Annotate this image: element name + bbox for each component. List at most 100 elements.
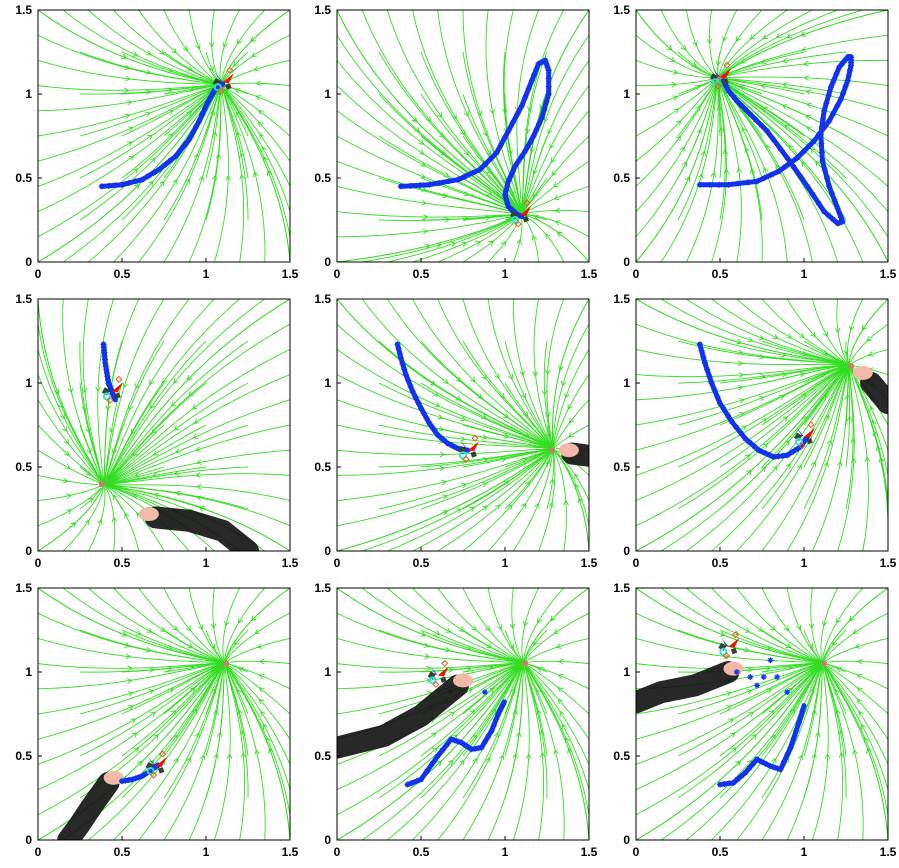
streamline	[546, 382, 553, 447]
streamline	[660, 365, 850, 551]
trajectory-point	[775, 453, 782, 460]
trajectory-point	[793, 446, 800, 453]
robot-link	[806, 437, 813, 445]
streamline-arrow	[553, 749, 559, 755]
axes-frame	[336, 298, 590, 552]
streamline-arrow	[744, 627, 751, 633]
streamline	[718, 79, 742, 262]
streamline	[163, 666, 225, 840]
trajectory-point	[817, 131, 824, 138]
streamline-arrow	[549, 143, 555, 150]
streamline-arrow	[850, 437, 856, 444]
streamline-arrow	[455, 395, 462, 401]
streamline-arrow	[835, 708, 841, 715]
streamline	[79, 487, 102, 510]
streamline-arrow	[706, 38, 713, 45]
streamline-arrow	[81, 387, 88, 394]
streamline	[225, 88, 290, 162]
streamline-arrow	[820, 372, 827, 378]
streamline-arrow	[844, 372, 850, 378]
streamline-arrow	[238, 617, 244, 624]
trajectory-point	[499, 701, 506, 708]
streamline-arrow	[852, 628, 859, 635]
streamline-arrow	[471, 625, 477, 631]
streamline	[38, 662, 223, 669]
trajectory-point	[701, 359, 708, 366]
streamline	[222, 588, 241, 663]
trajectory-point	[821, 107, 828, 114]
streamline-arrow	[780, 352, 787, 358]
streamline-arrow	[170, 709, 177, 716]
streamline	[38, 374, 102, 482]
trajectory-point	[768, 171, 775, 178]
y-tick-label: 1.5	[15, 3, 32, 17]
streamline-arrow	[461, 482, 468, 489]
streamline-arrow	[692, 40, 698, 47]
trajectory-point	[734, 776, 741, 783]
streamline-arrow	[194, 732, 200, 738]
streamline-arrow	[751, 734, 758, 740]
streamline-arrow	[497, 624, 503, 631]
attractor-point	[222, 660, 230, 667]
streamline-arrow	[507, 149, 514, 156]
trajectory-point	[809, 191, 816, 198]
streamline	[827, 665, 888, 715]
streamline-arrow	[452, 734, 459, 740]
streamline-arrow	[148, 689, 155, 695]
orientation-marker	[441, 659, 449, 667]
streamline-arrow	[861, 325, 868, 331]
streamline-arrow	[237, 667, 244, 673]
plot-area	[337, 299, 589, 551]
trajectory-point	[132, 178, 139, 185]
streamline-arrow	[481, 374, 487, 380]
streamline	[462, 10, 521, 213]
streamline	[104, 299, 215, 483]
trajectory-point	[455, 738, 462, 745]
streamline-arrow	[486, 190, 493, 196]
streamline-arrow	[775, 33, 782, 39]
trajectory-point	[103, 366, 110, 373]
streamline	[660, 665, 822, 840]
trajectory-point	[758, 122, 765, 129]
trajectory-point	[465, 744, 472, 751]
robot-arrow-blue	[460, 440, 469, 451]
trajectory-point	[827, 84, 834, 91]
streamline	[717, 51, 721, 76]
streamline-arrow	[226, 753, 233, 759]
streamline-arrow	[810, 460, 817, 467]
streamline-arrow	[426, 665, 432, 672]
streamline	[721, 77, 805, 95]
streamline-arrow	[145, 647, 152, 653]
trajectory-point	[462, 173, 469, 180]
streamline	[520, 110, 589, 215]
streamline-arrow	[418, 149, 425, 155]
streamline-arrow	[443, 171, 450, 177]
trajectory-point	[721, 780, 728, 787]
streamline-arrow	[489, 108, 495, 115]
streamline-arrow	[191, 404, 198, 410]
streamline-arrow	[539, 752, 546, 758]
streamline-arrow	[484, 215, 491, 221]
streamline	[636, 365, 848, 476]
streamline-arrow	[65, 464, 71, 470]
streamline	[378, 424, 549, 449]
orientation-marker	[807, 421, 815, 429]
trajectory-point	[105, 380, 112, 386]
trajectory-point	[443, 741, 450, 748]
trajectory-point	[432, 428, 439, 435]
x-tick-label: 1.5	[581, 556, 598, 570]
streamline	[786, 299, 849, 366]
orientation-marker	[514, 220, 522, 228]
streamline-arrow	[731, 747, 738, 753]
streamline-arrow	[132, 494, 139, 500]
trajectory-point	[799, 149, 806, 156]
streamline-arrow	[147, 134, 153, 140]
trajectory-point	[495, 711, 502, 717]
trajectory-point	[512, 163, 519, 170]
axes-frame	[37, 587, 291, 841]
panel-5-svg: 0 0.5 1 1.5 0 0.5 1 1.5	[314, 292, 598, 570]
streamline-arrow	[137, 760, 143, 767]
orientation-marker	[106, 396, 114, 404]
streamline	[636, 663, 822, 765]
trajectory-point	[454, 176, 461, 183]
